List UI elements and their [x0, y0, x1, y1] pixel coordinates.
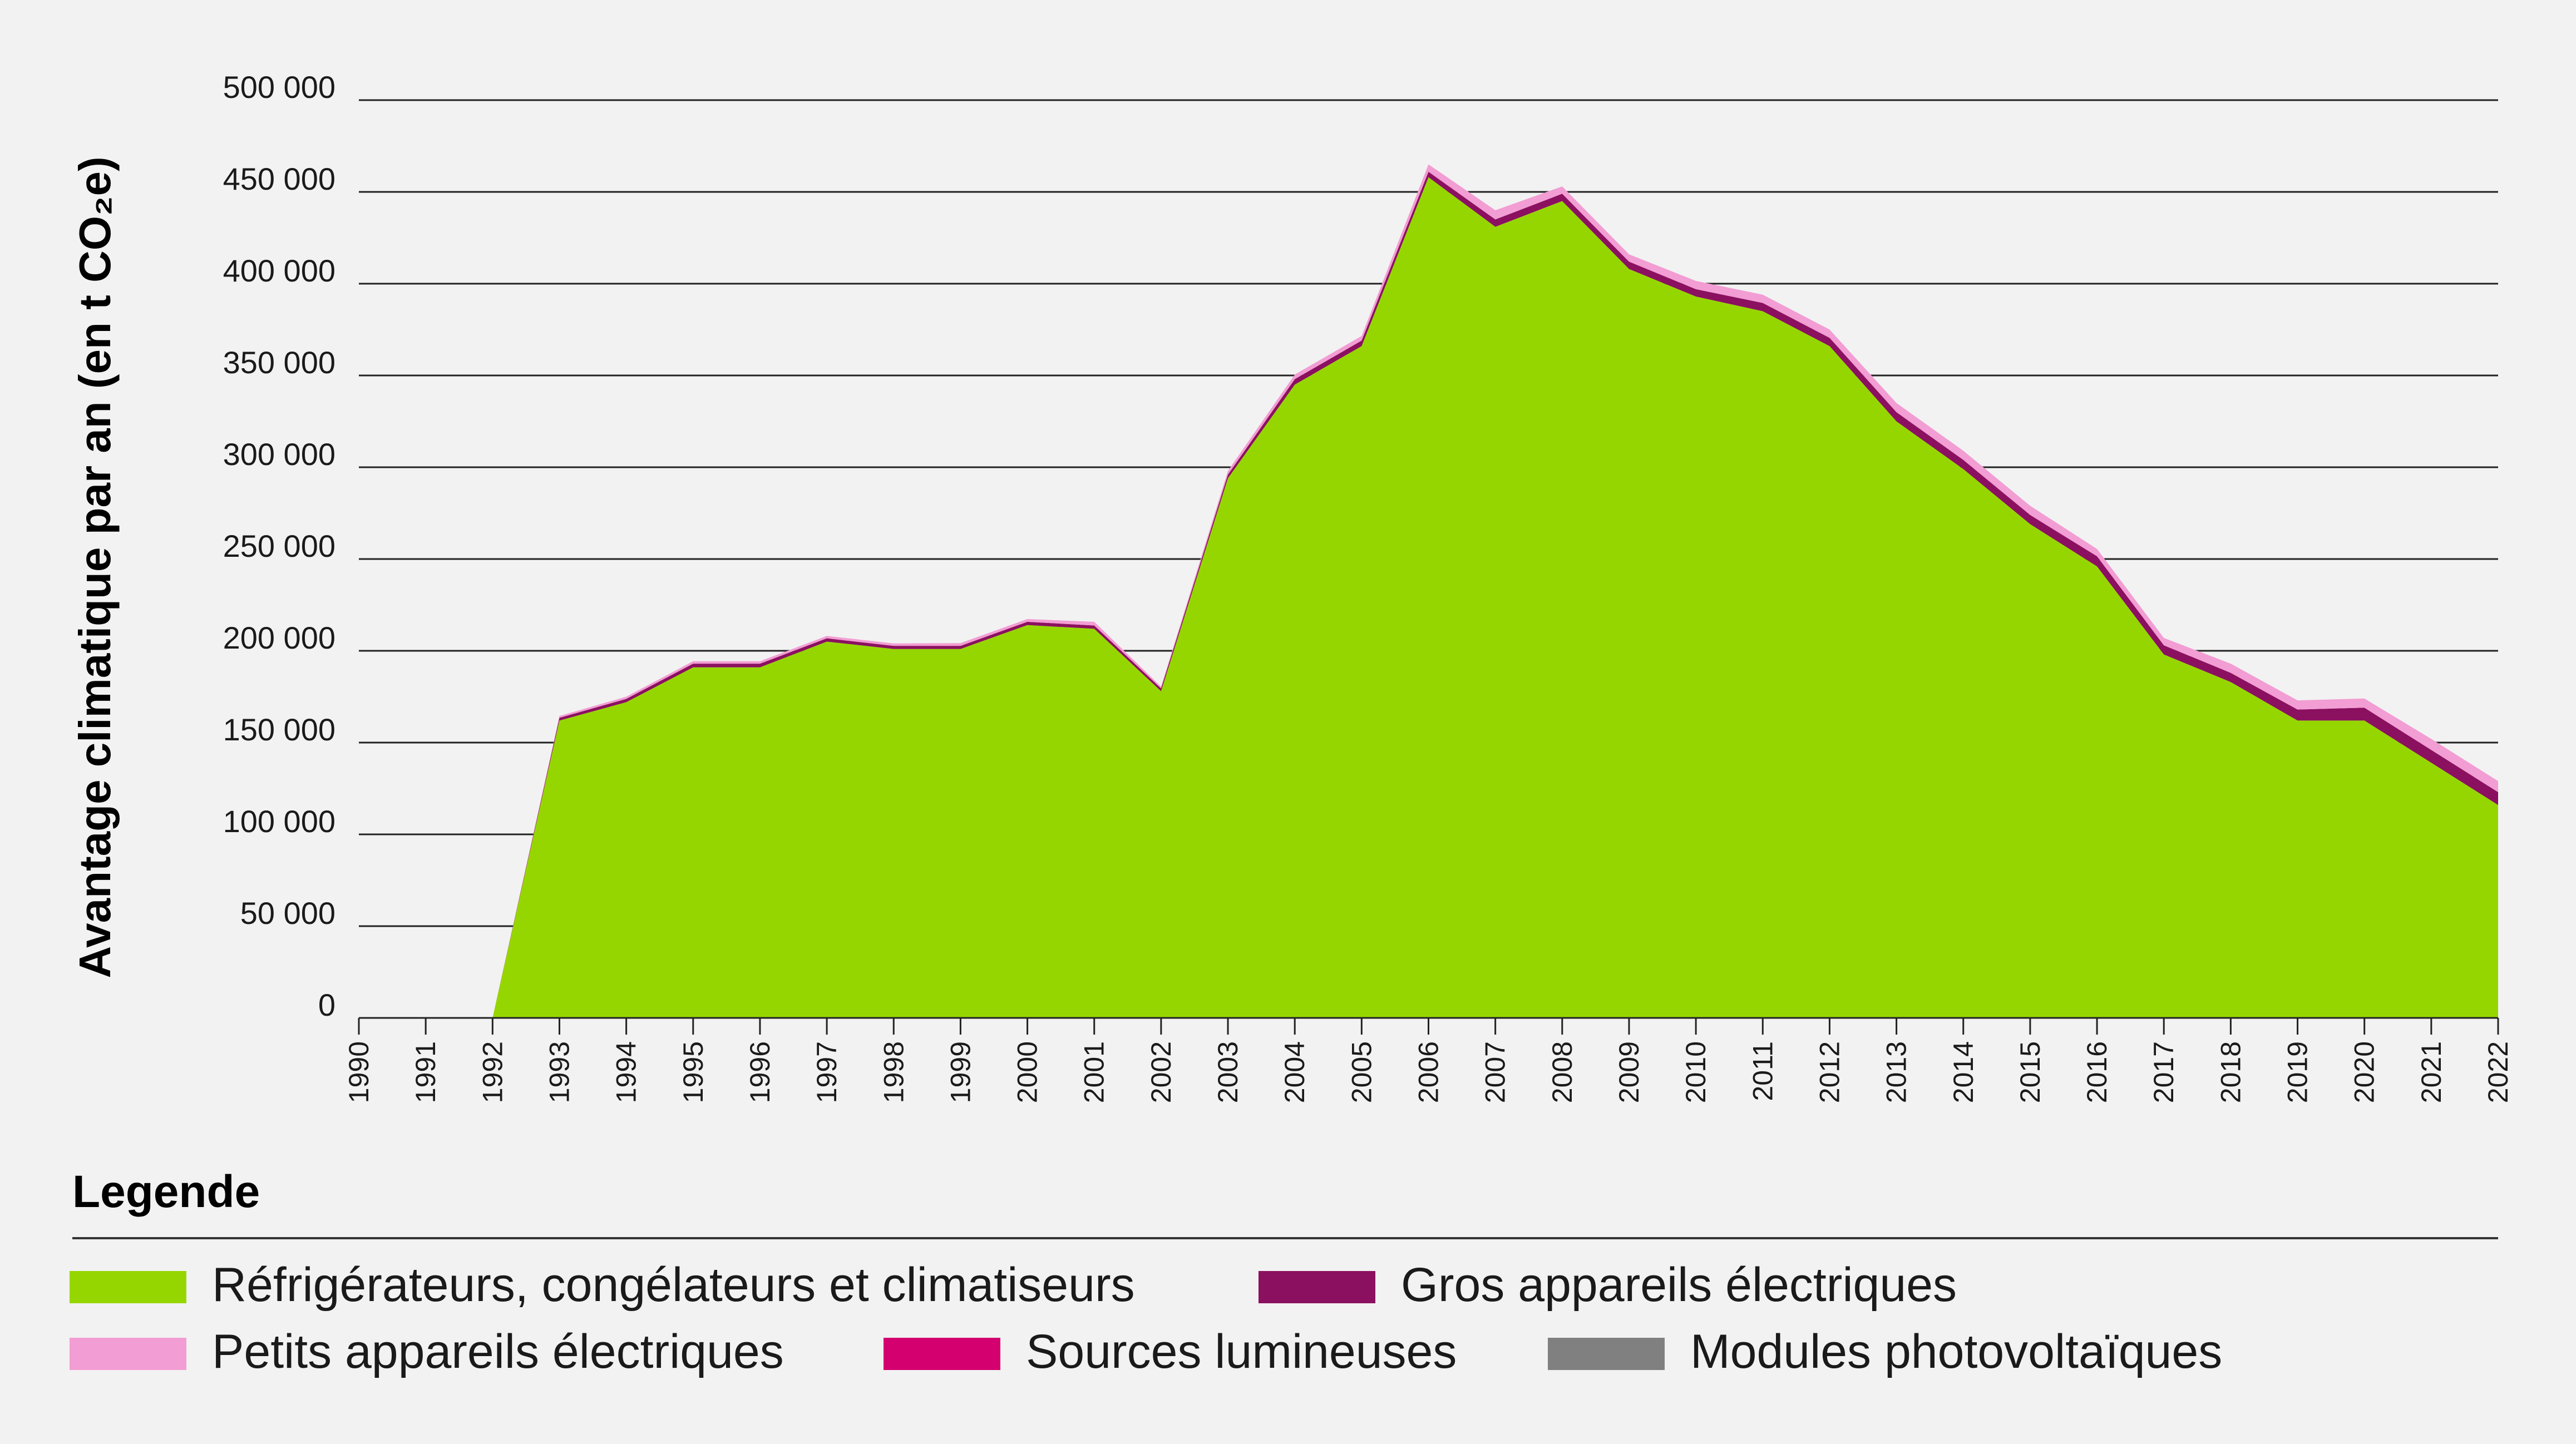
y-tick-label: 250 000 — [223, 528, 335, 563]
x-tick-label: 2007 — [1480, 1041, 1511, 1103]
x-tick-label: 1997 — [811, 1041, 842, 1103]
x-tick-label: 2013 — [1881, 1041, 1912, 1103]
stacked-areas — [359, 164, 2498, 1018]
y-axis-ticks: 0 50 000 100 000 150 000 200 000 250 000 300 0… — [223, 70, 335, 1022]
legend-label: Sources lumineuses — [1026, 1325, 1457, 1378]
x-tick-label: 2003 — [1212, 1041, 1243, 1103]
legend-swatch — [70, 1338, 186, 1370]
x-tick-label: 2009 — [1613, 1041, 1645, 1103]
x-tick-label: 2016 — [2081, 1041, 2113, 1103]
x-tick-label: 1995 — [678, 1041, 709, 1103]
x-tick-label: 1999 — [945, 1041, 976, 1103]
x-tick-label: 2014 — [1948, 1041, 1979, 1103]
x-tick-label: 1993 — [544, 1041, 575, 1103]
x-tick-label: 2000 — [1012, 1041, 1043, 1103]
x-tick-label: 2004 — [1279, 1041, 1310, 1103]
legend-swatch — [1548, 1338, 1665, 1370]
y-tick-label: 450 000 — [223, 161, 335, 196]
y-axis-label: Avantage climatique par an (en t CO₂e) — [70, 156, 120, 978]
x-tick-label: 2021 — [2416, 1041, 2447, 1103]
x-tick-label: 2019 — [2282, 1041, 2313, 1103]
y-tick-label: 150 000 — [223, 712, 335, 747]
y-tick-label: 300 000 — [223, 437, 335, 472]
legend-label: Modules photovoltaïques — [1690, 1325, 2222, 1378]
x-tick-label: 2020 — [2349, 1041, 2380, 1103]
y-tick-label: 200 000 — [223, 620, 335, 655]
x-tick-label: 2001 — [1079, 1041, 1110, 1103]
area-series-0 — [359, 177, 2498, 1018]
x-tick-label: 1994 — [611, 1041, 642, 1103]
x-tick-label: 1998 — [878, 1041, 909, 1103]
x-tick-label: 2006 — [1413, 1041, 1444, 1103]
x-tick-label: 2012 — [1814, 1041, 1845, 1103]
legend-label: Gros appareils électriques — [1401, 1258, 1957, 1312]
x-tick-label: 2005 — [1346, 1041, 1377, 1103]
x-tick-label: 2015 — [2015, 1041, 2046, 1103]
x-axis: 1990 1991 1992 1993 1994 1995 1996 1997 1998 1999… — [343, 1017, 2514, 1103]
x-tick-label: 2011 — [1747, 1041, 1778, 1101]
legend-swatch — [884, 1338, 1000, 1370]
legend-title: Legende — [72, 1166, 260, 1217]
x-tick-label: 2018 — [2215, 1041, 2246, 1103]
x-tick-label: 2010 — [1680, 1041, 1711, 1103]
x-tick-label: 1996 — [744, 1041, 776, 1103]
x-tick-label: 1990 — [343, 1041, 374, 1103]
legend: Réfrigérateurs, congélateurs et climatis… — [70, 1258, 2222, 1378]
legend-label: Réfrigérateurs, congélateurs et climatis… — [212, 1258, 1135, 1312]
x-tick-label: 2017 — [2148, 1041, 2179, 1103]
y-tick-label: 350 000 — [223, 345, 335, 380]
x-tick-label: 2008 — [1547, 1041, 1578, 1103]
y-tick-label: 50 000 — [240, 896, 335, 931]
legend-label: Petits appareils électriques — [212, 1325, 784, 1378]
y-tick-label: 500 000 — [223, 70, 335, 105]
legend-swatch — [1259, 1271, 1375, 1303]
y-tick-label: 0 — [318, 987, 335, 1022]
x-tick-label: 1992 — [477, 1041, 508, 1103]
y-tick-label: 100 000 — [223, 804, 335, 839]
legend-swatch — [70, 1271, 186, 1303]
x-tick-label: 1991 — [410, 1041, 441, 1103]
x-tick-label: 2002 — [1146, 1041, 1177, 1103]
y-tick-label: 400 000 — [223, 253, 335, 288]
x-tick-label: 2022 — [2483, 1041, 2514, 1103]
